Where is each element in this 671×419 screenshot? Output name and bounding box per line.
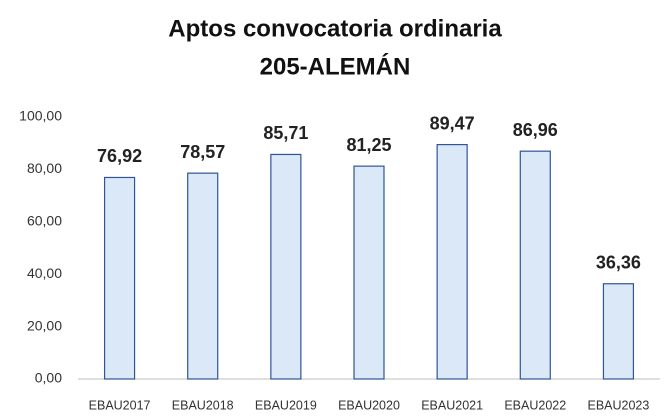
data-label: 89,47 [430,113,475,133]
bar [270,153,302,380]
data-label: 85,71 [263,123,308,143]
bar [353,165,385,380]
x-tick-label: EBAU2017 [89,398,151,412]
y-tick-label: 60,00 [27,213,62,229]
x-tick-label: EBAU2018 [172,398,234,412]
bar [103,176,136,380]
x-tick-label: EBAU2022 [504,398,566,412]
x-tick-label: EBAU2021 [421,398,483,412]
bar [519,150,551,380]
data-label: 81,25 [346,135,391,155]
data-label: 78,57 [180,142,225,162]
x-tick-label: EBAU2020 [338,398,400,412]
x-tick-label: EBAU2019 [255,398,317,412]
y-tick-label: 20,00 [27,317,62,333]
data-label: 36,36 [596,252,641,272]
data-label: 76,92 [97,146,142,166]
chart-title: Aptos convocatoria ordinaria [168,15,502,42]
chart-subtitle: 205-ALEMÁN [260,52,411,80]
bar [436,143,468,380]
y-tick-label: 100,00 [19,108,62,124]
y-tick-label: 40,00 [27,265,62,281]
bar [187,172,219,380]
y-tick-label: 0,00 [35,370,62,386]
x-tick-label: EBAU2023 [587,398,649,412]
bar [602,283,635,380]
y-tick-label: 80,00 [27,160,62,176]
data-label: 86,96 [513,120,558,140]
